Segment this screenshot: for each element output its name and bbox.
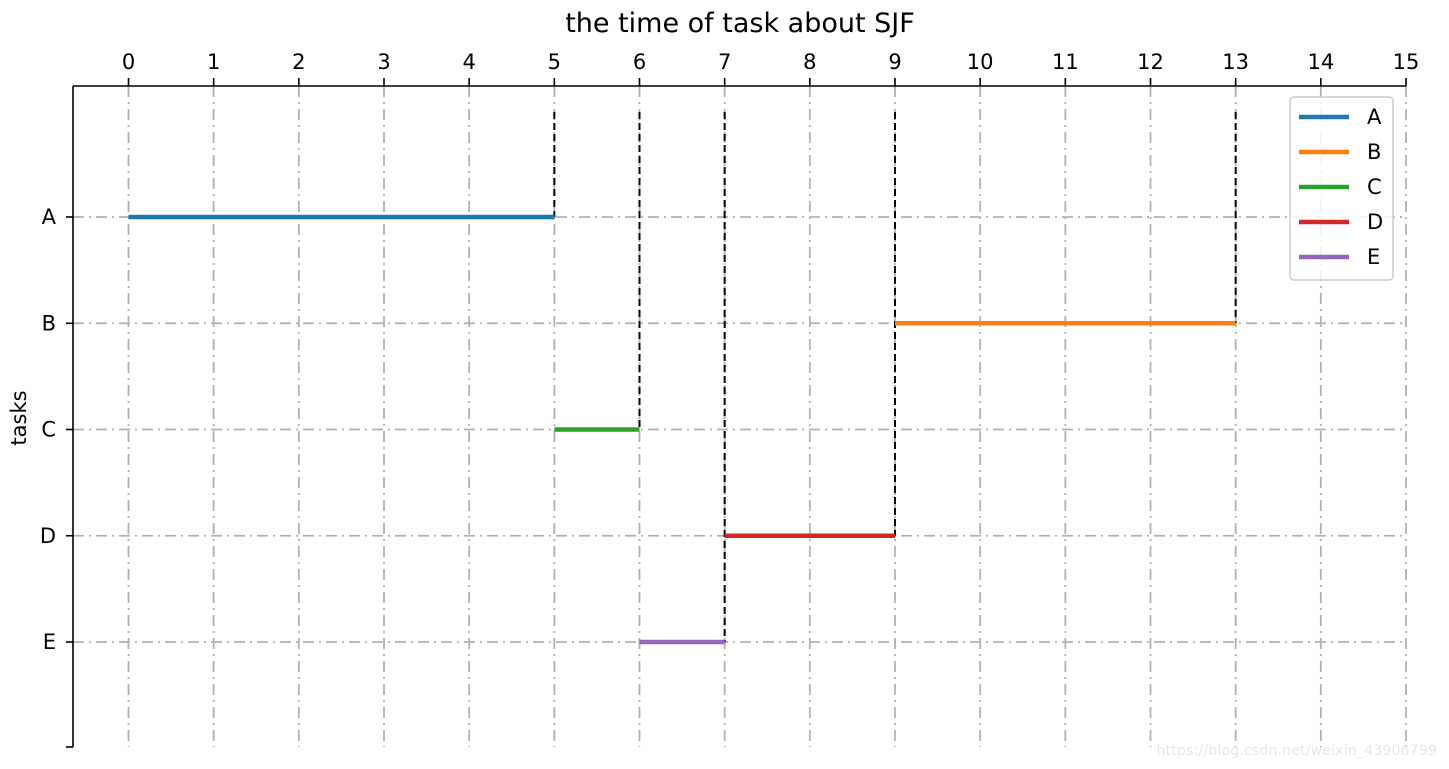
axes <box>66 85 1406 748</box>
x-tick-label: 12 <box>1137 50 1164 74</box>
legend-label-c: C <box>1367 175 1382 199</box>
x-tick-label: 4 <box>462 50 475 74</box>
chart-title: the time of task about SJF <box>565 8 915 39</box>
legend-label-e: E <box>1367 245 1380 269</box>
x-tick-label: 2 <box>292 50 305 74</box>
x-ticks: 0 1 2 3 4 5 6 7 8 9 10 11 12 13 14 15 <box>122 50 1420 86</box>
legend-label-a: A <box>1367 105 1382 129</box>
x-tick-label: 11 <box>1052 50 1079 74</box>
task-bars <box>128 214 1236 645</box>
x-tick-label: 14 <box>1307 50 1334 74</box>
watermark: https://blog.csdn.net/weixin_43906799 <box>1156 743 1437 759</box>
x-tick-label: 13 <box>1222 50 1249 74</box>
x-tick-label: 7 <box>718 50 731 74</box>
y-tick-label: B <box>42 311 56 335</box>
y-tick-label: E <box>43 630 56 654</box>
x-tick-label: 5 <box>548 50 561 74</box>
y-tick-label: A <box>42 205 57 229</box>
x-tick-label: 8 <box>803 50 816 74</box>
x-tick-label: 6 <box>633 50 646 74</box>
x-tick-label: 0 <box>122 50 135 74</box>
y-ticks: A B C D E <box>40 205 73 654</box>
x-tick-label: 9 <box>888 50 901 74</box>
x-tick-label: 10 <box>967 50 994 74</box>
legend-label-d: D <box>1367 210 1383 234</box>
x-tick-label: 3 <box>377 50 390 74</box>
legend-label-b: B <box>1367 140 1381 164</box>
y-tick-label: C <box>41 418 56 442</box>
y-axis-label: tasks <box>7 390 31 445</box>
y-tick-label: D <box>40 524 56 548</box>
x-tick-label: 1 <box>207 50 220 74</box>
grid-lines <box>73 86 1407 747</box>
x-tick-label: 15 <box>1393 50 1420 74</box>
